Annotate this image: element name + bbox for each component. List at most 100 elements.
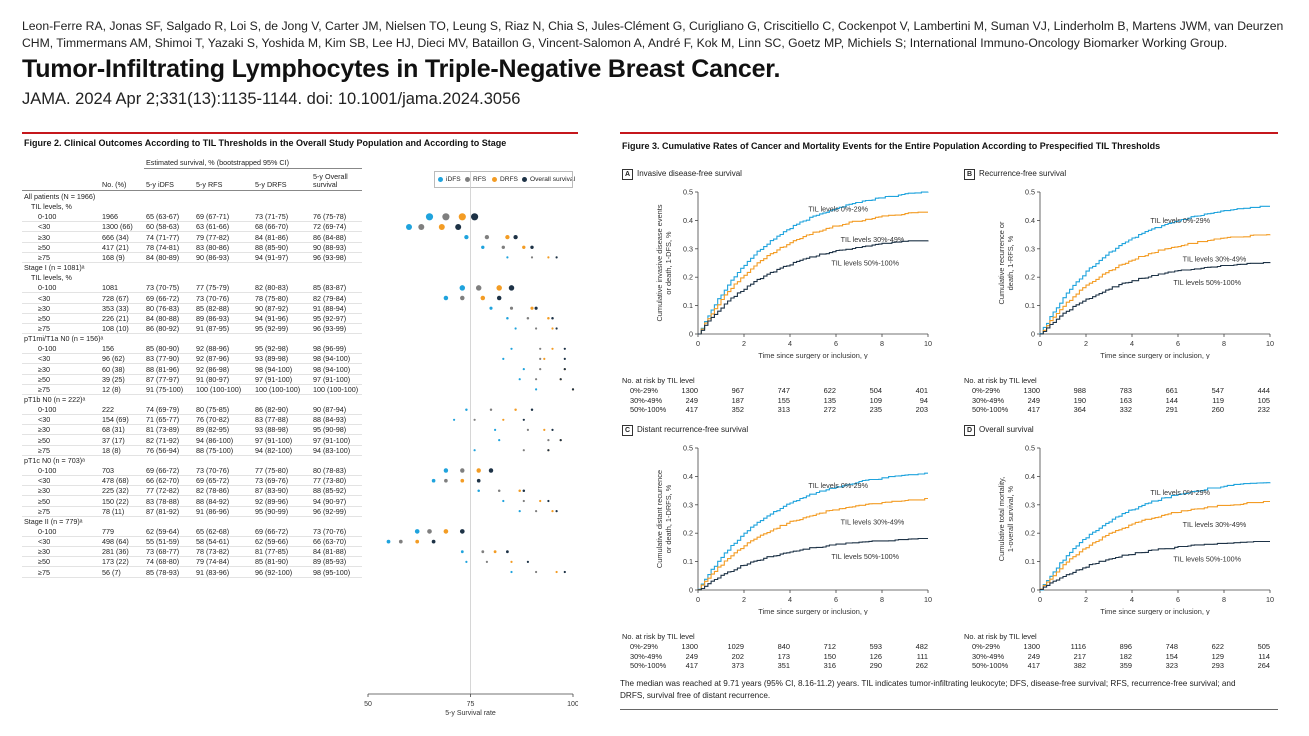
fig2-row-rfs: 69 (65-72) [196, 476, 230, 486]
fig2-point-os [563, 368, 566, 371]
fig2-row-idfs: 69 (66-72) [146, 466, 180, 476]
fig2-row-label: ≥75 [38, 506, 50, 516]
y-axis-label: Cumulative recurrence or [997, 221, 1006, 305]
risk-row-label: 0%-29% [630, 642, 658, 651]
fig2-row-os: 97 (91-100) [313, 435, 351, 445]
fig2-point-idfs [535, 388, 538, 391]
fig2-row-idfs: 83 (77-90) [146, 354, 180, 364]
fig2-row-rule [22, 221, 362, 223]
fig2-row-rfs: 89 (86-93) [196, 313, 230, 323]
fig2-row-label: <30 [38, 293, 51, 303]
fig2-row-label: ≥30 [38, 303, 50, 313]
fig2-point-idfs [443, 468, 449, 473]
fig2-row-drfs: 68 (66-70) [255, 222, 289, 232]
risk-table-header: No. at risk by TIL level [964, 376, 1037, 385]
fig2-row-os: 88 (85-92) [313, 486, 347, 496]
legend-label: DRFS [500, 176, 518, 183]
x-tick-label: 6 [834, 595, 838, 604]
fig2-point-os [534, 306, 538, 310]
fig2-row-os: 94 (90-97) [313, 496, 347, 506]
figure-2: Figure 2. Clinical Outcomes According to… [22, 132, 578, 722]
risk-value: 622 [1211, 642, 1224, 651]
risk-value: 135 [823, 395, 836, 405]
fig2-point-rfs [539, 357, 542, 360]
fig2-row-rule [22, 353, 362, 355]
fig2-point-drfs [518, 489, 521, 493]
fig2-point-rfs [522, 499, 525, 503]
risk-value: 249 [1027, 395, 1040, 405]
fig2-point-idfs [431, 478, 436, 483]
risk-value: 316 [823, 661, 836, 670]
fig2-point-rfs [475, 285, 482, 291]
y-axis-label: or death, 1-DRFS, % [664, 484, 673, 553]
risk-row-label: 30%-49% [630, 395, 663, 405]
fig2-row-idfs: 80 (76-83) [146, 303, 180, 313]
fig2-point-drfs [460, 478, 465, 483]
author-list: Leon-Ferre RA, Jonas SF, Salgado R, Loi … [22, 19, 1284, 50]
fig2-row-rule [22, 546, 362, 548]
fig2-row-drfs: 96 (92-100) [255, 567, 293, 577]
y-tick-label: 0.5 [1025, 444, 1035, 453]
fig2-row-drfs: 94 (91-97) [255, 252, 289, 262]
fig2-row-no: 666 (34) [102, 232, 129, 242]
curve-label: TIL levels 30%-49% [1183, 255, 1247, 264]
fig2-row-label: ≥75 [38, 567, 50, 577]
fig2-row-drfs: 94 (91-96) [255, 313, 289, 323]
x-axis-label: Time since surgery or inclusion, y [758, 351, 868, 359]
fig2-row-idfs: 78 (74-81) [146, 242, 180, 252]
fig2-point-idfs [464, 234, 469, 240]
fig2-row-rfs: 78 (73-82) [196, 547, 230, 557]
fig2-point-idfs [506, 256, 509, 259]
fig2-point-drfs [551, 327, 554, 330]
fig2-row-rfs: 94 (86-100) [196, 435, 234, 445]
fig2-row-label: <30 [38, 537, 51, 547]
risk-value: 126 [869, 651, 882, 661]
fig2-row-rfs: 80 (75-85) [196, 405, 230, 415]
fig2-point-rfs [539, 368, 542, 371]
figure-3-title: Figure 3. Cumulative Rates of Cancer and… [622, 141, 1161, 151]
risk-value: 111 [916, 651, 928, 661]
fig2-estimated-header: Estimated survival, % (bootstrapped 95% … [146, 158, 290, 167]
fig2-row-rule [22, 454, 362, 456]
fig2-row-rule [22, 576, 362, 578]
risk-value: 109 [869, 395, 882, 405]
y-tick-label: 0.1 [683, 301, 693, 310]
panel-chart: 0 0.1 0.2 0.3 0.4 0.5 0 2 4 6 8 10 Time since surger… [655, 188, 932, 360]
fig2-row-rule [22, 424, 362, 426]
fig2-row-no: 478 (68) [102, 476, 129, 486]
fig2-row-no: 728 (67) [102, 293, 129, 303]
fig2-row-label: ≥75 [38, 323, 50, 333]
fig2-row-idfs: 74 (69-79) [146, 405, 180, 415]
risk-row-label: 30%-49% [972, 395, 1005, 405]
fig2-row-label: 0-100 [38, 283, 57, 293]
y-tick-label: 0.3 [1025, 244, 1035, 253]
fig2-row-label: ≥30 [38, 547, 50, 557]
fig2-row-rfs: 76 (70-82) [196, 415, 230, 425]
fig2-row-drfs: 93 (88-98) [255, 425, 289, 435]
x-tick-label: 2 [742, 339, 746, 348]
fig2-row-drfs: 78 (75-80) [255, 293, 289, 303]
fig2-row-os: 96 (93-99) [313, 323, 347, 333]
fig2-row-no: 226 (21) [102, 313, 129, 323]
panel-letter: D [964, 425, 975, 436]
fig2-row-drfs: 92 (89-96) [255, 496, 289, 506]
fig2-point-drfs [547, 256, 550, 259]
risk-value: 661 [1165, 386, 1178, 395]
fig2-row-rule [22, 393, 362, 395]
risk-value: 359 [1119, 661, 1132, 670]
fig2-row-no: 417 (21) [102, 242, 129, 252]
fig2-row-idfs: 74 (71-77) [146, 232, 180, 242]
fig2-row-drfs: 94 (82-100) [255, 445, 293, 455]
fig2-point-rfs [535, 327, 538, 330]
fig2-point-drfs [539, 499, 542, 503]
risk-value: 1300 [681, 386, 698, 395]
survival-curve-high [1039, 540, 1270, 590]
fig2-row-no: 1966 [102, 212, 118, 222]
fig2-point-idfs [386, 539, 391, 544]
fig2-point-os [506, 550, 509, 554]
risk-value: 249 [1027, 651, 1040, 661]
risk-value: 187 [731, 395, 744, 405]
fig2-row-label: ≥75 [38, 252, 50, 262]
risk-value: 155 [777, 395, 790, 405]
y-tick-label: 0 [689, 330, 693, 339]
